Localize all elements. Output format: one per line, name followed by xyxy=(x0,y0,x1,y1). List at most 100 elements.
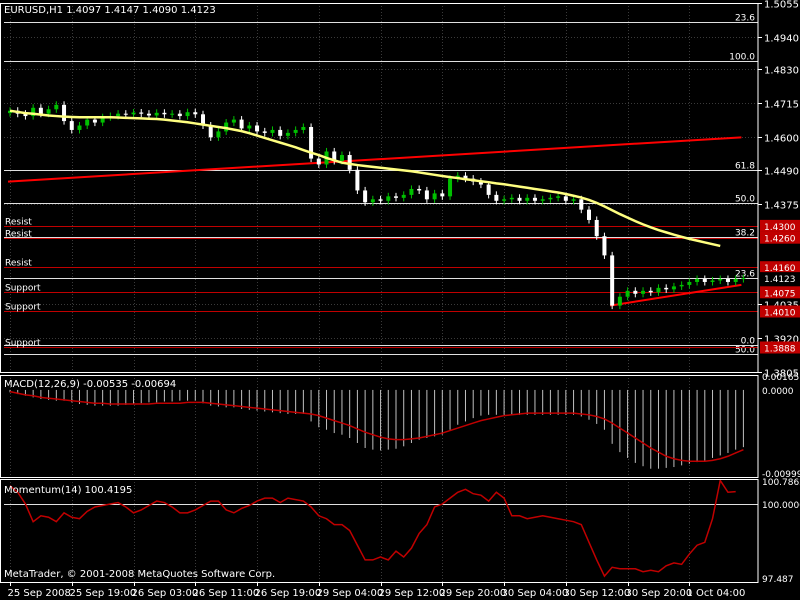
candle-body xyxy=(478,181,483,185)
candle-body xyxy=(386,196,391,201)
price-marker-box xyxy=(760,286,800,299)
candle-body xyxy=(162,112,167,115)
panel-frame-2 xyxy=(0,479,759,583)
price-marker-label: 1.4160 xyxy=(764,264,796,274)
candle-body xyxy=(463,175,468,179)
candle-body xyxy=(710,280,715,282)
time-label: 25 Sep 19:00 xyxy=(70,588,137,599)
candle-body xyxy=(309,126,314,159)
macd-signal-line xyxy=(9,390,744,462)
candle-body xyxy=(201,114,205,126)
sr-label: Support xyxy=(5,284,41,294)
price-marker-label: 1.4260 xyxy=(764,235,796,245)
candle-body xyxy=(316,158,321,165)
fib-level-label: 23.6 xyxy=(735,270,755,280)
candle-body xyxy=(610,255,615,306)
candle-body xyxy=(486,184,491,195)
candle-body xyxy=(733,279,738,282)
time-label: 26 Sep 19:00 xyxy=(255,588,322,599)
candle-body xyxy=(448,178,453,197)
candle-body xyxy=(587,209,591,220)
momentum-axis-label: 100.7862 xyxy=(762,478,800,488)
candle-body xyxy=(540,199,545,201)
price-marker-box xyxy=(760,261,800,274)
candle-body xyxy=(185,112,190,117)
candle-body xyxy=(339,155,344,161)
candle-body xyxy=(548,197,553,200)
candle-body xyxy=(355,169,360,191)
time-label: 30 Sep 20:00 xyxy=(626,588,693,599)
macd-axis-label: 0.0000 xyxy=(762,387,794,397)
candle-body xyxy=(285,132,290,136)
fib-level-label: 61.8 xyxy=(735,162,755,172)
macd-title: MACD(12,26,9) -0.00535 -0.00694 xyxy=(4,379,176,390)
price-label: 1.4375 xyxy=(764,201,799,212)
candle-body xyxy=(679,284,684,287)
candle-body xyxy=(208,125,213,138)
candle-body xyxy=(563,196,568,201)
support-resistance-lines[interactable]: Resist Resist Resist Support Support Support xyxy=(4,218,758,349)
candle-body xyxy=(602,236,607,256)
price-marker-label: 1.4010 xyxy=(764,308,796,318)
candle-body xyxy=(270,129,275,133)
candle-body xyxy=(641,290,646,294)
candle-body xyxy=(131,112,136,115)
candle-body xyxy=(687,281,692,285)
candle-body xyxy=(193,112,198,115)
candle-body xyxy=(23,113,28,117)
candle-body xyxy=(216,131,221,138)
candle-body xyxy=(100,117,105,123)
candle-body xyxy=(363,190,368,203)
candle-body xyxy=(440,193,445,197)
time-label: 25 Sep 2008 xyxy=(8,588,71,599)
candle-body xyxy=(594,219,599,237)
time-label: 1 Oct 04:00 xyxy=(687,588,746,599)
candle-body xyxy=(571,199,576,201)
macd-panel: 0.00165 0.0000 -0.00999 xyxy=(9,373,800,480)
panel-frames xyxy=(0,3,759,583)
candle-body xyxy=(139,112,144,114)
candle-body xyxy=(702,279,707,282)
price-marker-box xyxy=(760,219,800,232)
time-label: 30 Sep 04:00 xyxy=(502,588,569,599)
candle-body xyxy=(695,279,700,282)
candle-body xyxy=(123,113,128,115)
candle-body xyxy=(579,199,584,210)
candle-body xyxy=(494,194,499,201)
price-label: 1.4490 xyxy=(764,167,799,178)
price-marker-box xyxy=(760,231,800,244)
candle-body xyxy=(432,193,437,200)
fib-level-label: 50.0 xyxy=(735,346,755,356)
price-marker-box xyxy=(760,272,800,285)
price-marker-box xyxy=(760,341,800,354)
time-label: 26 Sep 03:00 xyxy=(132,588,199,599)
moving-average-line xyxy=(9,109,721,248)
macd-axis-label: 0.00165 xyxy=(762,373,799,383)
price-label: 1.5055 xyxy=(764,0,799,11)
copyright-text: MetaTrader, © 2001-2008 MetaQuotes Softw… xyxy=(4,569,275,580)
trendline[interactable] xyxy=(7,136,742,183)
price-marker-label: 1.3888 xyxy=(764,344,796,354)
candle-body xyxy=(332,151,337,161)
candle-body xyxy=(146,113,151,116)
momentum-axis-label: 97.487 xyxy=(762,575,794,585)
sr-label: Resist xyxy=(5,230,32,240)
candle-body xyxy=(741,278,746,280)
price-label: 1.4715 xyxy=(764,100,799,111)
candlesticks xyxy=(8,101,746,310)
panel-frame-1 xyxy=(0,375,759,478)
candle-body xyxy=(154,112,159,116)
fib-level-label: 38.2 xyxy=(735,229,755,239)
candle-body xyxy=(255,125,260,132)
trendline[interactable] xyxy=(610,283,742,307)
sr-label: Support xyxy=(5,303,41,313)
time-label: 29 Sep 20:00 xyxy=(440,588,507,599)
trendlines[interactable] xyxy=(7,136,742,307)
candle-body xyxy=(725,279,730,282)
price-label: 1.3920 xyxy=(764,335,799,346)
candle-body xyxy=(347,155,352,170)
candle-body xyxy=(502,199,507,201)
candle-body xyxy=(177,113,182,117)
candle-body xyxy=(648,290,653,293)
